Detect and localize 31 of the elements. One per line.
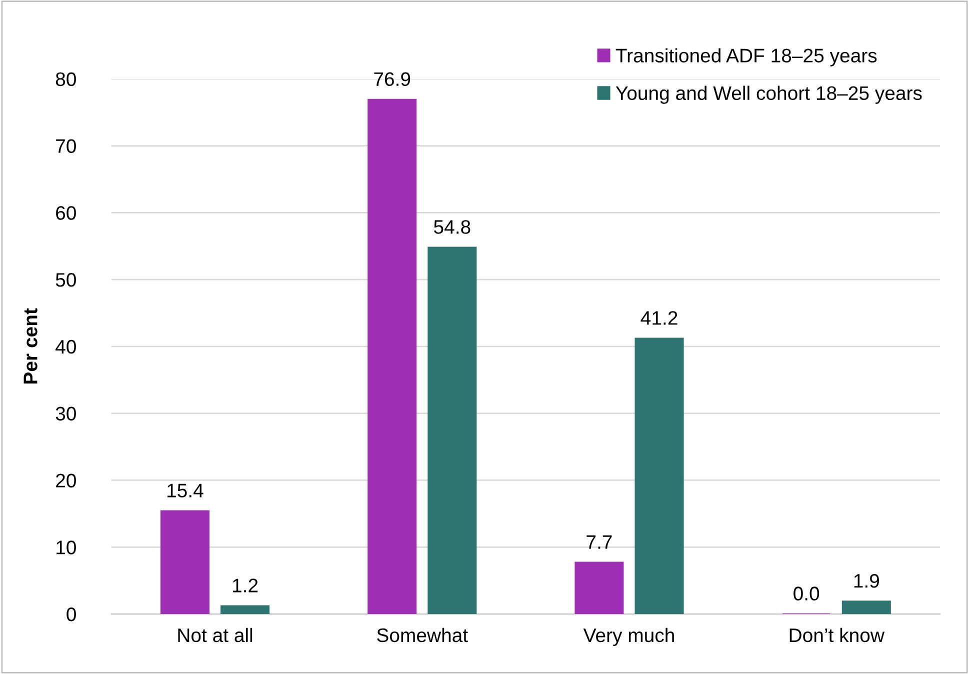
data-label: 1.2 (233, 578, 258, 592)
y-tick-label: 0 (66, 607, 76, 622)
bar (368, 98, 417, 614)
bar (842, 600, 891, 614)
bar (160, 510, 210, 614)
data-label: 76.9 (374, 72, 410, 86)
data-label: 0.0 (794, 586, 820, 600)
y-tick-label: 20 (56, 474, 76, 488)
y-tick-label: 50 (56, 273, 76, 287)
y-tick-label: 60 (56, 206, 76, 220)
bar (428, 246, 477, 614)
y-tick-label: 40 (56, 340, 76, 354)
legend-label: Transitioned ADF 18–25 years (616, 48, 877, 66)
legend-label: Young and Well cohort 18–25 years (616, 86, 922, 104)
y-tick-label: 70 (56, 139, 76, 153)
y-tick-label: 30 (56, 406, 76, 421)
x-tick-label: Don’t know (790, 628, 885, 642)
bar (634, 338, 684, 614)
data-label: 54.8 (434, 220, 470, 234)
x-tick-label: Somewhat (377, 628, 468, 642)
data-label: 7.7 (586, 535, 612, 549)
data-label: 15.4 (168, 484, 204, 498)
bar (574, 562, 624, 614)
x-tick-label: Very much (583, 628, 674, 646)
x-tick-label: Not at all (178, 628, 252, 642)
data-label: 1.9 (854, 574, 879, 588)
data-label: 41.2 (640, 311, 678, 325)
y-tick-label: 10 (56, 540, 76, 554)
bar (220, 605, 270, 614)
y-tick-label: 80 (56, 72, 76, 86)
y-axis-title: Per cent (24, 308, 38, 384)
